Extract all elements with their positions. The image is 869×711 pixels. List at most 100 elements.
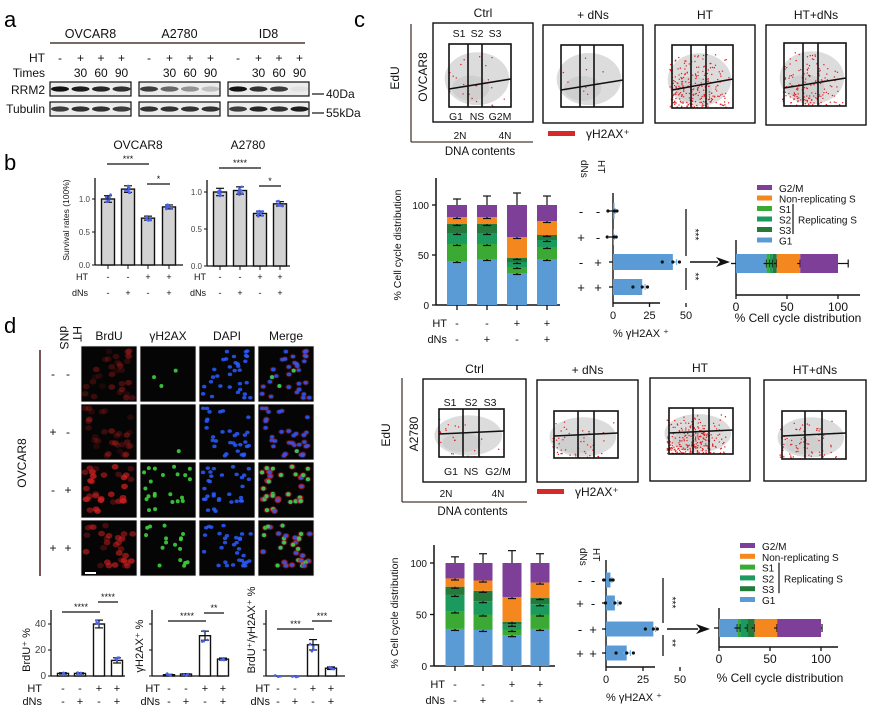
brdu-signal <box>104 559 111 565</box>
dapi-nucleus <box>209 474 214 478</box>
dapi-nucleus <box>283 452 288 456</box>
gh2ax-positive-event <box>693 427 695 430</box>
gh2ax-positive-event <box>684 68 686 70</box>
time-label: 90 <box>115 66 129 80</box>
dns-sign: + <box>183 696 189 708</box>
gh2ax-positive-event <box>696 88 699 91</box>
gh2ax-positive-event <box>720 438 723 440</box>
y-tick-label: 0.0 <box>191 262 203 271</box>
brdu-signal <box>98 409 106 415</box>
gh2ax-positive-event <box>792 456 795 458</box>
gh2ax-positive-event <box>475 100 478 103</box>
significance-stars: **** <box>180 611 195 621</box>
gh2ax-focus <box>260 470 265 475</box>
dapi-nucleus <box>233 535 239 540</box>
data-point <box>615 209 619 213</box>
brdu-signal <box>104 356 112 362</box>
gh2ax-positive-event <box>796 97 799 100</box>
gate-grid <box>783 42 847 107</box>
gh2ax-positive-event <box>710 434 712 436</box>
gh2ax-positive-event <box>450 453 453 455</box>
gh2ax-positive-event <box>795 445 797 447</box>
condition-title: + dNs <box>577 8 609 22</box>
segment-s1 <box>473 614 493 630</box>
gate-grid <box>781 410 847 460</box>
gh2ax-positive-event <box>670 423 673 426</box>
brdu-signal <box>93 443 100 450</box>
gh2ax-positive-event <box>709 67 712 69</box>
gh2ax-focus <box>176 449 181 454</box>
gh2ax-positive-event <box>717 434 719 436</box>
gh2ax-positive-event <box>588 430 590 433</box>
gh2ax-focus <box>290 464 295 469</box>
gh2ax-positive-event <box>804 81 806 83</box>
brdu-signal <box>94 438 102 444</box>
segment-g1 <box>445 628 465 666</box>
gh2ax-positive-event <box>793 422 795 425</box>
gh2ax-positive-event <box>574 455 577 457</box>
gh2ax-positive-event <box>712 444 714 446</box>
segment-ns <box>530 582 550 599</box>
gh2ax-focus <box>162 523 167 528</box>
gh2ax-positive-event <box>708 85 710 87</box>
dns-sign: - <box>51 483 55 497</box>
gh2ax-positive-event <box>793 95 796 97</box>
data-point <box>608 578 613 582</box>
ht-label: HT <box>76 272 88 282</box>
dapi-nucleus <box>307 395 312 400</box>
ht-row-label: HT <box>29 51 46 65</box>
data-point <box>165 673 169 676</box>
brdu-signal <box>85 418 93 424</box>
data-point <box>222 658 226 662</box>
legend-replicating-s: Replicating S <box>784 574 843 585</box>
data-point <box>206 638 209 642</box>
dapi-nucleus <box>224 452 229 456</box>
gh2ax-positive-event <box>681 95 683 98</box>
x-tick-label: 2N <box>440 489 453 500</box>
data-point <box>256 212 260 216</box>
gh2ax-positive-event <box>700 82 702 84</box>
condition-title: HT+dNs <box>793 363 837 377</box>
condition-title: HT <box>697 8 714 22</box>
dapi-nucleus <box>240 484 245 489</box>
gh2ax-positive-event <box>671 445 674 447</box>
ht-sign: - <box>485 318 489 330</box>
gh2ax-positive-event <box>836 86 838 88</box>
gh2ax-positive-event <box>558 443 560 445</box>
dapi-nucleus <box>237 368 242 372</box>
brdu-signal <box>118 441 126 448</box>
gh2ax-positive-event <box>796 87 799 89</box>
gh2ax-positive-event <box>703 95 705 97</box>
data-point <box>127 189 130 192</box>
gh2ax-positive-event <box>589 455 591 457</box>
bar <box>92 623 106 677</box>
gh2ax-positive-event <box>682 96 685 98</box>
dapi-nucleus <box>217 531 222 536</box>
gh2ax-positive-event <box>701 103 704 105</box>
gh2ax-positive-event <box>693 88 695 90</box>
dapi-nucleus <box>216 498 222 503</box>
dns-label: dNs <box>425 695 445 707</box>
brdu-signal <box>103 452 111 459</box>
bar <box>606 621 654 637</box>
gh2ax-focus <box>159 384 164 389</box>
segment-s1 <box>447 244 467 261</box>
segment-s1 <box>445 611 465 629</box>
gh2ax-positive-event <box>813 95 815 97</box>
segment-s3 <box>473 590 493 602</box>
brdu-signal <box>116 448 124 454</box>
legend-swatch-s1 <box>740 564 755 570</box>
gh2ax-positive-event <box>714 425 716 427</box>
chart-title: A2780 <box>231 138 266 152</box>
band <box>229 86 247 92</box>
gh2ax-positive-event <box>680 422 682 425</box>
legend-swatch-g2m <box>757 185 772 190</box>
gh2ax-positive-event <box>452 436 454 439</box>
gh2ax-focus <box>187 466 192 471</box>
gate-label: G2M <box>489 111 512 123</box>
gh2ax-positive-event <box>811 54 814 57</box>
band <box>71 86 90 92</box>
gh2ax-positive-event <box>673 103 676 106</box>
dapi-nucleus <box>218 384 223 388</box>
dapi-nucleus <box>271 444 276 449</box>
